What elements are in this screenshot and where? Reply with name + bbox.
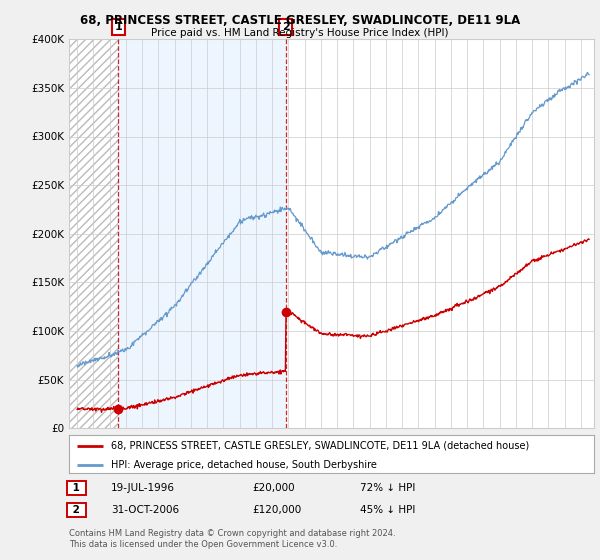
Text: Price paid vs. HM Land Registry's House Price Index (HPI): Price paid vs. HM Land Registry's House …: [151, 28, 449, 38]
Text: 45% ↓ HPI: 45% ↓ HPI: [360, 505, 415, 515]
Bar: [118, 39, 286, 428]
Text: 68, PRINCESS STREET, CASTLE GRESLEY, SWADLINCOTE, DE11 9LA (detached house): 68, PRINCESS STREET, CASTLE GRESLEY, SWA…: [111, 441, 529, 451]
Text: 2: 2: [69, 505, 83, 515]
Text: £120,000: £120,000: [252, 505, 301, 515]
Text: 72% ↓ HPI: 72% ↓ HPI: [360, 483, 415, 493]
Text: HPI: Average price, detached house, South Derbyshire: HPI: Average price, detached house, Sout…: [111, 460, 377, 470]
Text: 68, PRINCESS STREET, CASTLE GRESLEY, SWADLINCOTE, DE11 9LA: 68, PRINCESS STREET, CASTLE GRESLEY, SWA…: [80, 14, 520, 27]
Text: Contains HM Land Registry data © Crown copyright and database right 2024.
This d: Contains HM Land Registry data © Crown c…: [69, 529, 395, 549]
Text: 1: 1: [69, 483, 83, 493]
Text: 1: 1: [115, 22, 122, 32]
Text: £20,000: £20,000: [252, 483, 295, 493]
Text: 2: 2: [282, 22, 290, 32]
Text: 19-JUL-1996: 19-JUL-1996: [111, 483, 175, 493]
Bar: [69, 39, 118, 428]
Text: 31-OCT-2006: 31-OCT-2006: [111, 505, 179, 515]
